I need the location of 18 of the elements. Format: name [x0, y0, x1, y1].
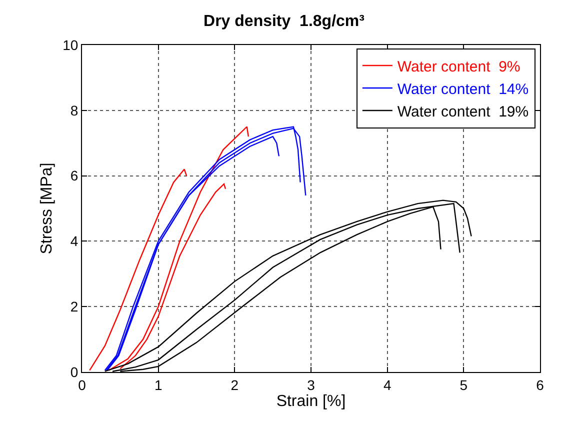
y-tick-label: 2 — [70, 298, 78, 314]
x-tick-label: 2 — [230, 376, 239, 393]
chart-title: Dry density 1.8g/cm³ — [204, 13, 364, 30]
x-tick-label: 3 — [307, 376, 316, 393]
x-axis-title: Strain [%] — [276, 392, 346, 410]
x-tick-label: 1 — [154, 376, 162, 393]
y-tick-label: 10 — [62, 36, 78, 53]
y-axis-title: Stress [MPa] — [38, 162, 56, 254]
x-tick-label: 5 — [460, 376, 468, 393]
y-tick-label: 0 — [70, 364, 78, 380]
legend-label: Water content 14% — [397, 80, 529, 98]
x-tick-label: 6 — [536, 376, 544, 393]
y-tick-label: 6 — [70, 168, 78, 184]
y-tick-label: 8 — [70, 102, 78, 118]
legend-label: Water content 9% — [397, 58, 520, 76]
legend-label: Water content 19% — [397, 103, 529, 120]
y-tick-label: 4 — [70, 233, 78, 250]
x-tick-label: 4 — [383, 376, 392, 393]
